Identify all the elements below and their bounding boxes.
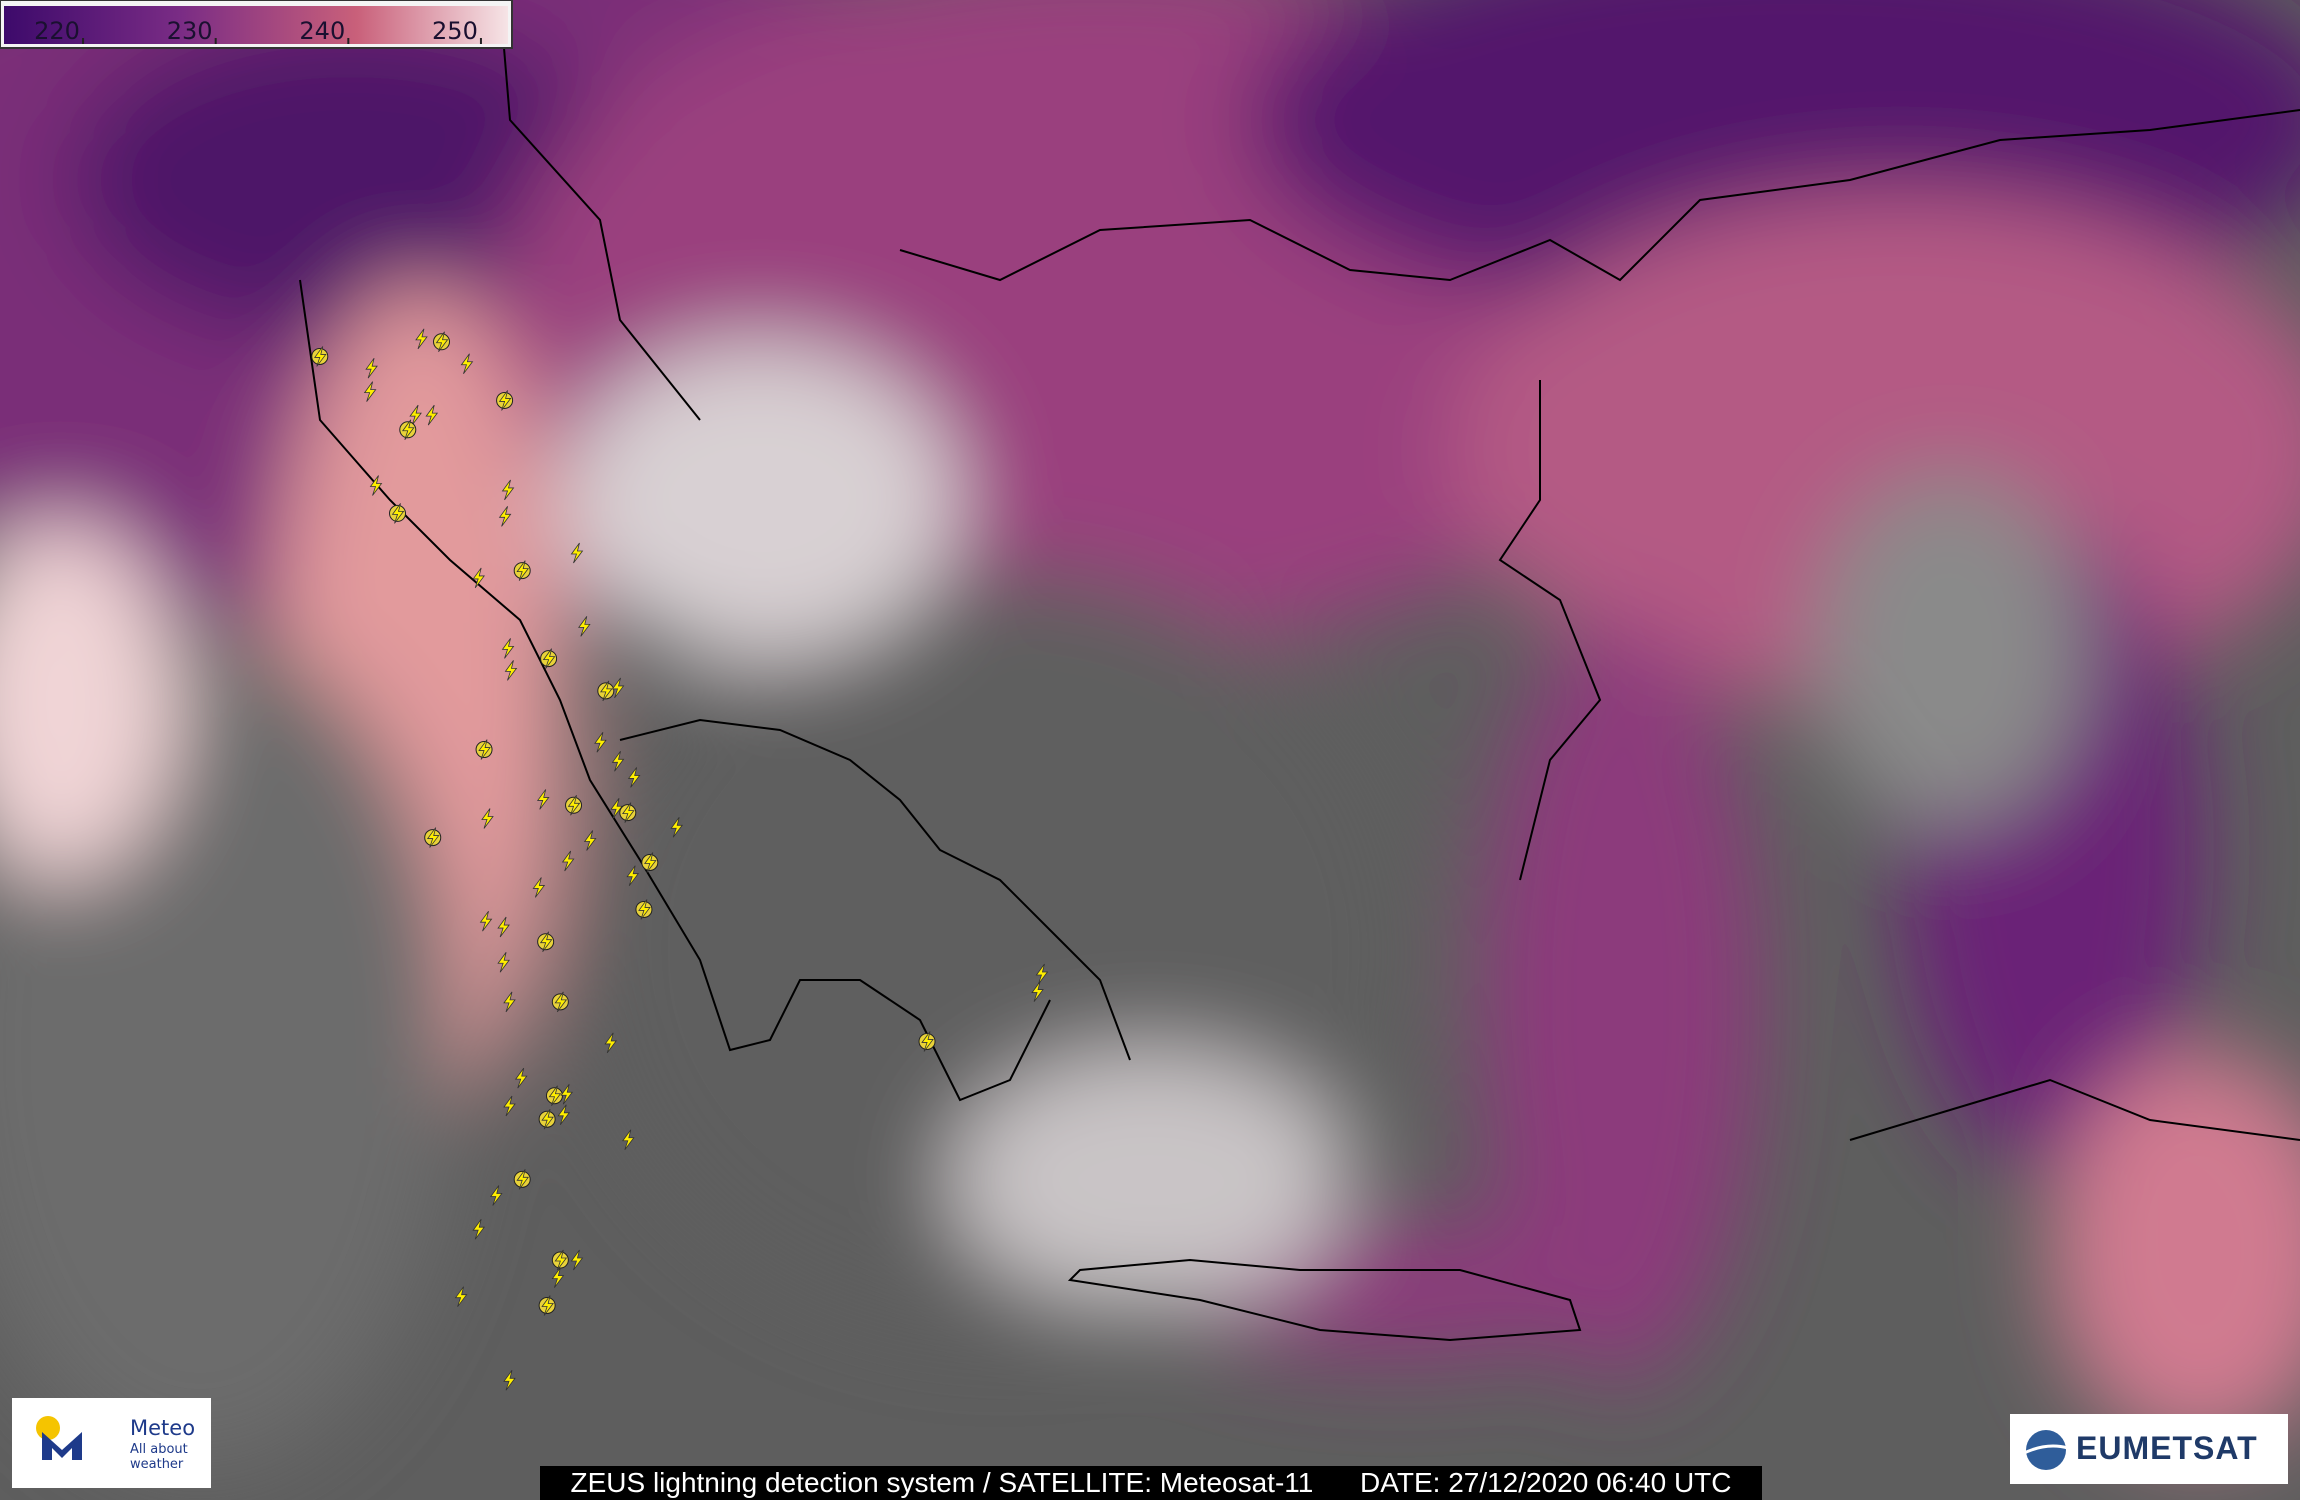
lightning-bolt <box>514 1067 528 1089</box>
lightning-bolt <box>551 1267 565 1288</box>
colorbar-tick-label: 230 <box>167 17 213 45</box>
lightning-bolt <box>626 865 640 886</box>
lightning-bolt <box>567 795 581 816</box>
lightning-bolt <box>560 1084 573 1105</box>
caption-bar: ZEUS lightning detection system / SATELL… <box>540 1466 1762 1500</box>
lightning-bolt <box>638 899 651 920</box>
eumetsat-logo: EUMETSAT <box>2010 1414 2288 1484</box>
eumetsat-name: EUMETSAT <box>2076 1430 2258 1466</box>
colorbar-tick-label: 220 <box>34 17 80 45</box>
lightning-bolt <box>435 331 449 353</box>
lightning-bolt <box>557 1104 571 1126</box>
coastlines <box>299 0 2300 1342</box>
lightning-bolt <box>498 506 512 527</box>
caption-source: ZEUS lightning detection system / SATELL… <box>570 1467 1314 1498</box>
lightning-bolt <box>415 328 428 350</box>
lightning-bolt <box>369 475 383 496</box>
lightning-bolt <box>454 1286 468 1307</box>
lightning-bolt <box>594 731 607 753</box>
lightning-bolt <box>536 789 550 810</box>
lightning-bolt <box>644 852 657 873</box>
eumetsat-globe <box>2021 1430 2069 1470</box>
lightning-bolt <box>532 877 546 898</box>
lightning-bolt <box>490 1185 503 1206</box>
lightning-bolt <box>604 1032 618 1054</box>
lightning-bolt <box>561 850 575 872</box>
lightning-bolt <box>516 1169 529 1190</box>
lightning-bolt <box>610 797 623 819</box>
lightning-bolt <box>472 1218 485 1240</box>
lightning-bolt <box>460 353 474 375</box>
lightning-bolt <box>600 680 613 702</box>
lightning-bolt <box>481 808 494 829</box>
lightning-bolt <box>516 560 529 581</box>
caption-date: DATE: 27/12/2020 06:40 UTC <box>1360 1467 1732 1498</box>
meteo-logo-mark <box>36 1416 82 1460</box>
lightning-bolt <box>503 1370 516 1391</box>
lightning-bolt <box>554 1249 568 1271</box>
lightning-bolt <box>501 638 515 659</box>
lightning-bolt <box>578 616 591 637</box>
lightning-bolt <box>497 916 510 938</box>
lightning-bolt <box>570 542 584 564</box>
lightning-bolt <box>542 648 556 669</box>
lightning-bolt <box>497 952 510 973</box>
lightning-bolt <box>425 404 439 426</box>
lightning-bolt <box>363 381 377 402</box>
lightning-bolt <box>503 1095 516 1117</box>
lightning-bolt <box>548 1085 562 1106</box>
lightning-bolt <box>1031 981 1044 1002</box>
lightning-bolt <box>501 479 515 501</box>
lightning-bolt <box>554 991 568 1013</box>
colorbar-tick-label: 240 <box>299 17 345 45</box>
lightning-bolt <box>611 677 625 699</box>
lightning-bolt <box>583 830 597 851</box>
lightning-bolt <box>472 567 485 589</box>
lightning-bolt <box>670 817 684 838</box>
lightning-bolt <box>498 390 512 411</box>
lightning-bolt <box>611 751 625 772</box>
meteo-logo: Meteo All about weather <box>12 1398 211 1488</box>
lightning-bolt <box>541 1295 554 1316</box>
lightning-bolt <box>627 767 641 788</box>
lightning-bolt <box>539 931 553 952</box>
colorbar: 220 230 240 250 <box>0 0 513 49</box>
lightning-bolt <box>365 357 378 379</box>
lightning-bolt <box>541 1108 554 1130</box>
lightning-bolt <box>479 910 493 932</box>
lightning-bolt <box>478 739 491 760</box>
lightning-bolt <box>570 1249 584 1271</box>
meteo-name: Meteo <box>130 1416 196 1440</box>
lightning-strikes <box>311 328 1049 1391</box>
lightning-bolt <box>504 660 518 681</box>
lightning-bolt <box>313 346 327 367</box>
lightning-bolt <box>426 827 440 848</box>
lightning-bolt <box>622 802 635 823</box>
lightning-bolt <box>401 419 415 441</box>
lightning-bolt <box>391 503 405 524</box>
colorbar-gradient <box>4 6 508 44</box>
colorbar-tick-label: 250 <box>432 17 478 45</box>
lightning-bolt <box>921 1031 934 1052</box>
meteo-tagline: All about weather <box>130 1442 188 1472</box>
lightning-bolt <box>622 1129 635 1150</box>
lightning-bolt <box>503 991 516 1013</box>
